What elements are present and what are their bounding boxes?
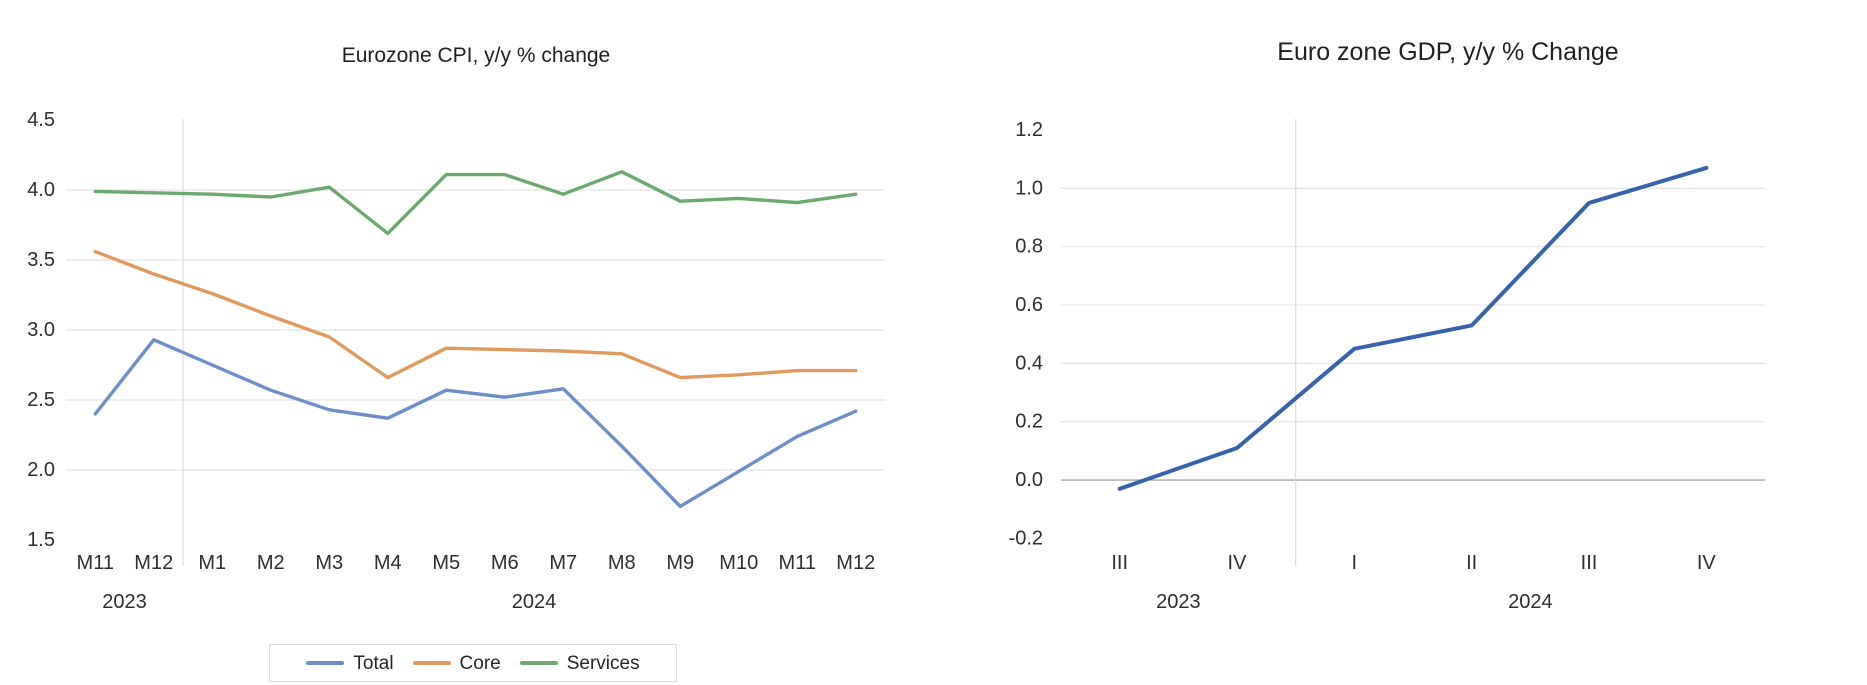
y-axis-tick-label: 2.5 — [27, 389, 55, 411]
series-line-services — [93, 170, 858, 236]
x-axis-category-label: M5 — [432, 552, 460, 574]
x-axis-year-label: 2024 — [1508, 591, 1553, 613]
y-axis-tick-label: 1.0 — [1015, 177, 1043, 199]
y-axis-tick-label: 0.8 — [1015, 236, 1043, 258]
x-axis-category-label: M2 — [257, 552, 285, 574]
x-axis-category-label: M9 — [666, 552, 694, 574]
x-axis-category-label: M1 — [198, 552, 226, 574]
x-axis-category-label: M4 — [374, 552, 402, 574]
legend-swatch-services-line — [519, 661, 558, 665]
cpi-chart-title: Eurozone CPI, y/y % change — [341, 44, 611, 67]
legend-label-services: Services — [566, 652, 640, 674]
x-axis-category-label: I — [1352, 552, 1358, 574]
x-axis-category-label: M12 — [836, 552, 875, 574]
x-axis-year-label: 2023 — [1156, 591, 1201, 613]
x-axis-category-label: III — [1111, 552, 1128, 574]
x-axis-category-label: IV — [1697, 552, 1717, 574]
legend-item-total: Total — [306, 652, 394, 674]
y-axis-tick-label: 2.0 — [27, 459, 55, 481]
x-axis-category-label: M11 — [779, 552, 816, 574]
legend-swatch-total-line — [306, 661, 345, 665]
legend-swatch-core-line — [412, 661, 451, 665]
y-axis-tick-label: 0.4 — [1015, 352, 1043, 374]
legend-item-core: Core — [412, 652, 501, 674]
y-axis-tick-label: 0.2 — [1015, 411, 1043, 433]
y-axis-tick-label: 1.2 — [1015, 119, 1043, 141]
legend-item-services: Services — [519, 652, 640, 674]
gdp-chart-title: Euro zone GDP, y/y % Change — [1277, 38, 1619, 66]
x-axis-year-label: 2023 — [102, 591, 147, 613]
y-axis-tick-label: 0.0 — [1015, 469, 1043, 491]
y-axis-tick-label: 0.6 — [1015, 294, 1043, 316]
x-axis-year-label: 2024 — [512, 591, 557, 613]
y-axis-tick-label: 3.5 — [27, 249, 55, 271]
x-axis-category-label: II — [1466, 552, 1477, 574]
series-line-total — [93, 338, 858, 509]
x-axis-category-label: III — [1581, 552, 1598, 574]
x-axis-category-label: M3 — [315, 552, 343, 574]
series-line-core — [93, 249, 858, 380]
y-axis-tick-label: 4.5 — [27, 109, 55, 131]
y-axis-tick-label: 1.5 — [27, 529, 55, 551]
y-axis-tick-label: 3.0 — [27, 319, 55, 341]
x-axis-category-label: M10 — [719, 552, 758, 574]
cpi-legend: Total Core Services — [269, 644, 677, 682]
cpi-chart: 4.5 4.0 3.5 3.0 2.5 2.0 1.5 M11 M12 M1 M2 M3 M4 M5 M6 M… — [27, 109, 885, 613]
x-axis-category-label: M11 — [77, 552, 114, 574]
legend-label-total: Total — [353, 652, 394, 674]
series-line-gdp — [1117, 165, 1709, 491]
legend-label-core: Core — [459, 652, 501, 674]
x-axis-category-label: M7 — [549, 552, 577, 574]
x-axis-category-label: M12 — [134, 552, 173, 574]
y-axis-tick-label: -0.2 — [1009, 527, 1043, 549]
x-axis-category-label: IV — [1228, 552, 1248, 574]
y-axis-tick-label: 4.0 — [27, 179, 55, 201]
x-axis-category-label: M8 — [608, 552, 636, 574]
x-axis-category-label: M6 — [491, 552, 519, 574]
